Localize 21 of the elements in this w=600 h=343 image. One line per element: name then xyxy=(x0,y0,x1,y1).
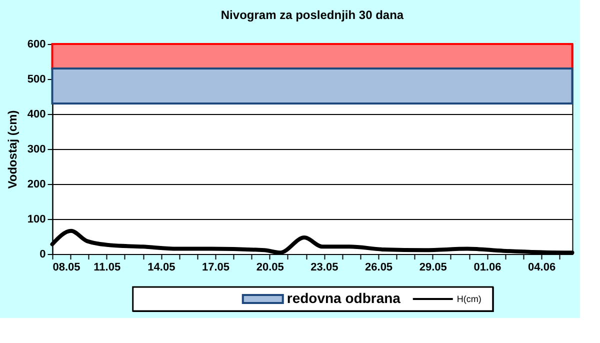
y-tick-label: 200 xyxy=(27,178,46,190)
x-tick-label: 26.05 xyxy=(365,262,393,274)
x-tick-label: 11.05 xyxy=(94,262,121,274)
x-tick-label: 17.05 xyxy=(202,262,230,274)
x-tick-label: 14.05 xyxy=(148,262,176,274)
y-tick-label: 100 xyxy=(27,214,46,226)
x-tick-label: 08.05 xyxy=(52,262,80,274)
x-tick-label: 04.06 xyxy=(528,262,556,274)
x-tick-label: 01.06 xyxy=(474,262,502,274)
chart-title: Nivogram za poslednjih 30 dana xyxy=(220,8,404,22)
y-tick-label: 300 xyxy=(27,144,46,156)
y-tick-label: 400 xyxy=(27,108,46,120)
y-axis-title: Vodostaj (cm) xyxy=(5,110,20,189)
x-tick-label: 29.05 xyxy=(419,262,447,274)
x-tick-label: 23.05 xyxy=(310,262,338,274)
legend-label: H(cm) xyxy=(456,294,482,304)
y-tick-label: 500 xyxy=(27,74,46,86)
y-tick-label: 0 xyxy=(40,248,46,260)
y-tick-label: 600 xyxy=(27,38,46,50)
x-tick-label: 20.05 xyxy=(256,262,284,274)
legend-label: redovna odbrana xyxy=(286,290,401,306)
